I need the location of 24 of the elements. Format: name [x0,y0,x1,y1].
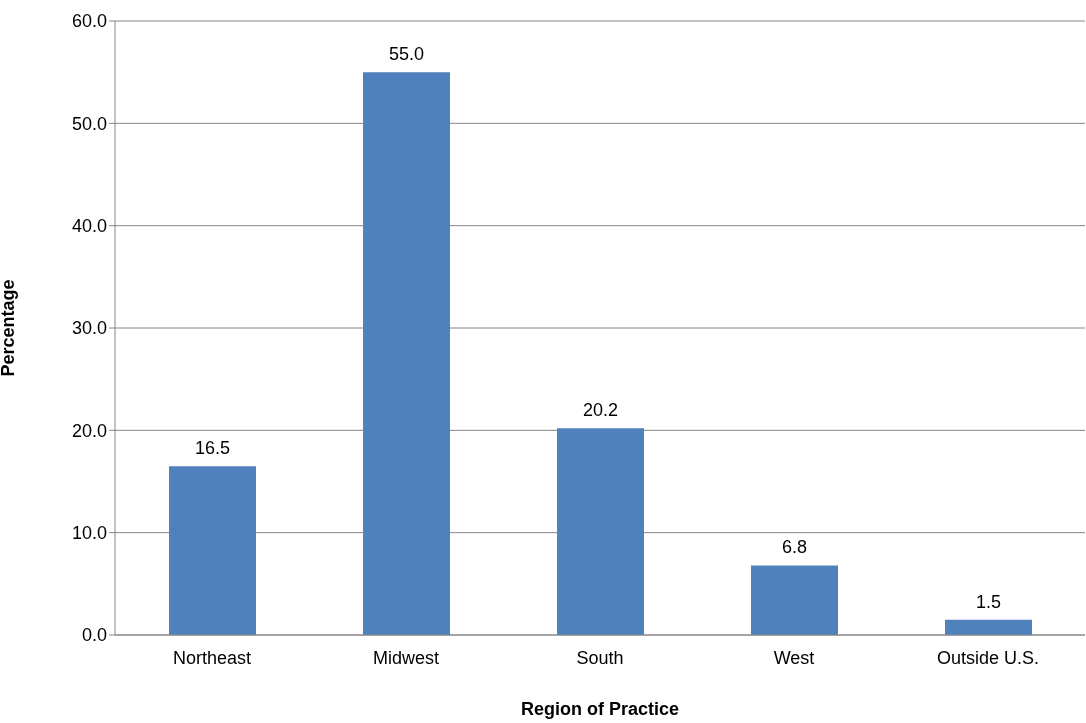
data-label: 6.8 [781,537,808,558]
bar [557,428,644,635]
x-tick-label: Northeast [172,647,252,668]
y-tick-label: 60.0 [71,11,107,32]
y-axis-title: Percentage [0,279,19,377]
x-axis-title: Region of Practice [520,699,680,719]
y-tick-label: 50.0 [71,113,107,134]
data-label: 55.0 [388,44,425,65]
data-label: 1.5 [975,591,1002,612]
y-tick-label: 0.0 [81,625,107,646]
x-tick-label: South [576,647,624,668]
x-tick-label: West [773,647,815,668]
y-tick-label: 20.0 [71,420,107,441]
y-tick-label: 10.0 [71,523,107,544]
bar [169,466,256,635]
x-tick-label: Midwest [372,647,440,668]
y-tick-label: 30.0 [71,318,107,339]
bar [945,619,1032,635]
bar [363,72,450,635]
bar [751,565,838,635]
y-tick-label: 40.0 [71,216,107,237]
x-tick-label: Outside U.S. [936,647,1040,668]
data-label: 16.5 [194,438,231,459]
data-label: 20.2 [582,400,619,421]
